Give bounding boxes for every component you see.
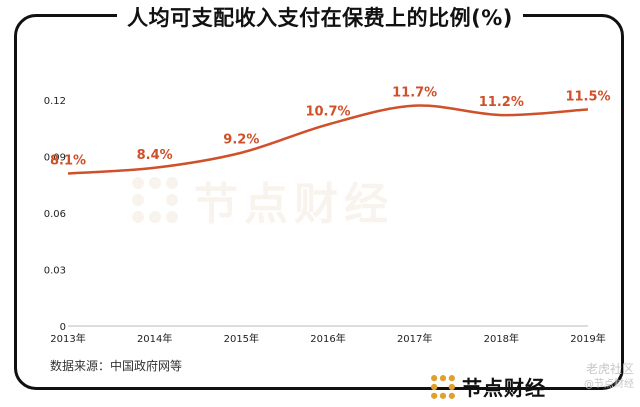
- brand-footer: 节点财经: [430, 372, 546, 401]
- y-tick-label: 0.06: [44, 209, 66, 220]
- corner-watermark-line1: 老虎社区: [585, 362, 634, 376]
- data-label: 11.7%: [392, 86, 437, 101]
- x-tick-label: 2015年: [224, 332, 259, 345]
- corner-watermark: 老虎社区 @节点财经: [584, 362, 634, 392]
- y-tick-label: 0.12: [44, 96, 66, 107]
- chart-title: 人均可支配收入支付在保费上的比例(%): [117, 2, 523, 32]
- x-tick-label: 2017年: [397, 332, 432, 345]
- data-label: 9.2%: [223, 133, 259, 148]
- axis-layer: 0 0.03 0.06 0.09 0.12 2013年 2014年 2015年 2016年 201…: [44, 96, 606, 345]
- brand-name: 节点财经: [462, 376, 546, 400]
- data-label: 11.5%: [565, 89, 610, 104]
- x-tick-label: 2016年: [310, 332, 345, 345]
- x-tick-label: 2019年: [570, 332, 605, 345]
- x-tick-label: 2018年: [484, 332, 519, 345]
- data-label: 8.1%: [50, 153, 86, 168]
- source-note: 数据来源：中国政府网等: [50, 359, 183, 373]
- y-tick-label: 0.03: [44, 266, 66, 277]
- brand-logo-icon: [431, 374, 455, 399]
- y-tick-label: 0: [60, 322, 66, 333]
- center-watermark: 节点财经: [130, 168, 394, 232]
- corner-watermark-line2: @节点财经: [584, 379, 634, 390]
- y-tick-label: 0.09: [44, 153, 66, 164]
- label-layer: 8.1% 8.4% 9.2% 10.7% 11.7% 11.2% 11.5%: [50, 86, 611, 174]
- x-tick-label: 2014年: [137, 332, 172, 345]
- data-label: 10.7%: [305, 104, 350, 119]
- x-tick-label: 2013年: [50, 332, 85, 345]
- data-label: 11.2%: [479, 95, 524, 110]
- brand-logo-icon: [132, 177, 178, 223]
- watermark-text: 节点财经: [194, 179, 394, 230]
- title-wrap: 人均可支配收入支付在保费上的比例(%): [0, 2, 640, 32]
- data-label: 8.4%: [137, 148, 173, 163]
